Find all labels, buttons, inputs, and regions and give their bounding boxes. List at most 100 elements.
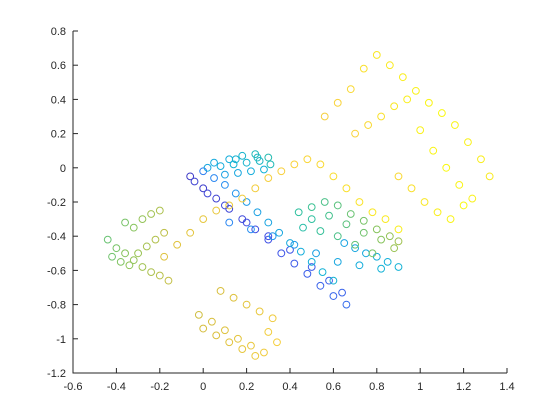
scatter-point-7-4 [199, 215, 208, 224]
x-tick-label-9: 1 [417, 381, 423, 393]
scatter-point-8-8 [411, 86, 420, 95]
scatter-point-8-12 [464, 138, 472, 147]
scatter-point-6-12 [251, 352, 260, 360]
scatter-point-8-30 [459, 201, 468, 210]
scatter-point-8-23 [455, 181, 464, 189]
scatter-point-5-17 [129, 223, 138, 232]
scatter-point-2-15 [351, 244, 360, 253]
x-tick-label-2: -0.4 [107, 381, 126, 393]
scatter-point-5-16 [121, 218, 129, 227]
scatter-point-7-7 [238, 194, 247, 203]
scatter-point-8-17 [377, 112, 386, 121]
scatter-point-5-8 [164, 276, 173, 285]
scatter-point-7-19 [394, 225, 403, 234]
scatter-point-1-10 [303, 269, 312, 278]
scatter-point-6-16 [242, 300, 251, 309]
scatter-point-6-2 [207, 317, 216, 326]
scatter-point-8-5 [372, 51, 381, 59]
scatter-point-6-6 [260, 348, 268, 357]
scatter-point-8-9 [424, 98, 433, 107]
axes [72, 30, 508, 374]
scatter-point-2-22 [268, 232, 277, 241]
scatter-point-4-2 [307, 203, 316, 212]
x-tick-label-8: 0.8 [369, 381, 384, 393]
scatter-point-4-16 [299, 223, 307, 232]
scatter-point-4-8 [385, 232, 394, 241]
scatter-point-8-19 [403, 95, 412, 104]
y-tick-label-1: -1.2 [47, 368, 66, 380]
scatter-point-2-25 [333, 257, 342, 266]
scatter-point-1-14 [190, 177, 199, 186]
scatter-point-6-8 [199, 324, 208, 333]
scatter-point-2-4 [231, 189, 240, 198]
y-tick-label-9: 0.4 [51, 94, 66, 106]
scatter-point-7-3 [186, 228, 195, 237]
scatter-point-4-12 [342, 220, 351, 229]
scatter-point-7-9 [264, 174, 273, 182]
scatter-point-2-9 [286, 239, 294, 247]
y-tick-label-2: -1 [56, 334, 66, 346]
scatter-point-3-16 [253, 153, 262, 162]
y-tick-label-5: -0.4 [47, 231, 66, 243]
scatter-point-5-1 [103, 235, 112, 244]
scatter-point-1-20 [307, 263, 316, 271]
scatter-point-6-5 [247, 341, 255, 350]
scatter-point-5-5 [138, 263, 147, 271]
scatter-point-8-28 [433, 208, 442, 217]
scatter-point-2-21 [247, 225, 255, 234]
scatter-point-3-14 [210, 158, 218, 167]
scatter-point-1-12 [329, 292, 338, 300]
scatter-point-7-14 [329, 172, 338, 181]
scatter-point-1-9 [290, 259, 299, 268]
scatter-point-4-18 [333, 232, 342, 241]
scatter-point-7-13 [316, 160, 325, 169]
scatter-point-8-24 [468, 194, 477, 203]
scatter-point-1-11 [316, 281, 325, 290]
x-tick-label-6: 0.4 [282, 381, 297, 393]
scatter-point-1-16 [221, 201, 229, 210]
y-tick-label-8: 0.2 [51, 129, 66, 141]
scatter-point-2-8 [275, 228, 284, 237]
scatter-point-4-13 [359, 228, 368, 237]
scatter-point-5-10 [116, 257, 125, 266]
scatter-point-8-6 [385, 61, 394, 70]
scatter-point-7-8 [251, 184, 260, 193]
y-tick-label-10: 0.6 [51, 60, 66, 72]
scatter-point-8-11 [451, 121, 459, 129]
scatter-point-4-5 [346, 210, 355, 218]
scatter-point-1-18 [264, 232, 273, 241]
scatter-point-6-1 [194, 310, 203, 319]
scatter-point-3-2 [238, 151, 247, 160]
scatter-point-5-15 [160, 228, 169, 237]
scatter-point-4-4 [333, 201, 342, 210]
scatter-point-1-3 [212, 194, 221, 203]
scatter-point-3-8 [242, 158, 251, 167]
scatter-point-8-27 [420, 198, 429, 206]
scatter-point-8-20 [416, 126, 425, 135]
scatter-point-4-14 [377, 235, 386, 244]
y-tick-label-7: 0 [60, 163, 66, 175]
scatter-point-3-6 [216, 162, 225, 170]
scatter-point-8-3 [346, 85, 355, 94]
scatter-points [103, 51, 494, 360]
scatter-point-2-13 [329, 276, 338, 285]
scatter-point-6-13 [264, 328, 273, 336]
scatter-point-6-9 [212, 331, 221, 340]
scatter-point-8-29 [446, 215, 455, 224]
scatter-point-1-17 [242, 218, 251, 227]
scatter-point-6-3 [221, 326, 229, 335]
scatter-point-2-7 [264, 218, 273, 227]
scatter-point-5-9 [108, 252, 116, 261]
scatter-point-2-19 [394, 263, 403, 271]
scatter-point-8-25 [394, 172, 403, 181]
scatter-point-6-17 [255, 307, 264, 316]
scatter-point-2-11 [307, 257, 316, 266]
scatter-point-7-18 [381, 215, 390, 224]
scatter-point-3-7 [229, 160, 238, 169]
scatter-point-1-13 [342, 300, 351, 309]
scatter-point-6-14 [216, 287, 225, 295]
scatter-point-2-24 [312, 249, 320, 258]
scatter-point-1-22 [338, 288, 346, 297]
scatter-point-3-17 [266, 160, 275, 169]
scatter-point-8-10 [438, 109, 446, 117]
